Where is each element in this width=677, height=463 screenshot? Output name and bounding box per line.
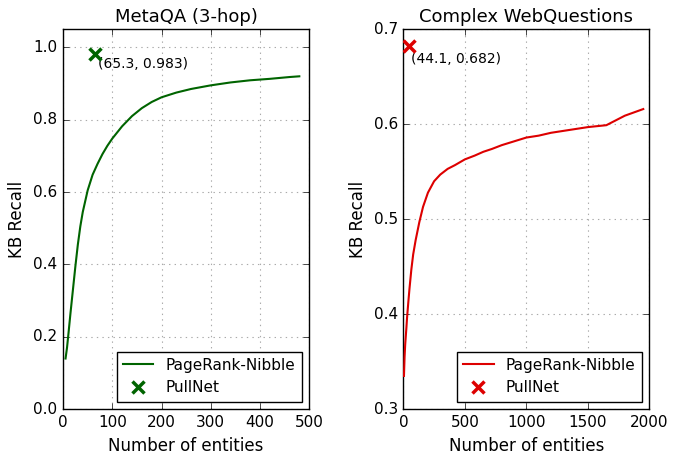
Line: PageRank-Nibble: PageRank-Nibble (404, 109, 643, 376)
Text: (44.1, 0.682): (44.1, 0.682) (411, 52, 501, 67)
PageRank-Nibble (74, 242, 82, 247)
Title: MetaQA (3-hop): MetaQA (3-hop) (114, 8, 257, 26)
PageRank-Nibble (108, 136, 116, 141)
PageRank-Nibble (401, 333, 410, 339)
X-axis label: Number of entities: Number of entities (449, 437, 604, 455)
PageRank-Nibble (401, 354, 409, 360)
Legend: PageRank-Nibble, PullNet: PageRank-Nibble, PullNet (116, 352, 301, 401)
PageRank-Nibble (206, 82, 215, 88)
Y-axis label: KB Recall: KB Recall (8, 181, 26, 258)
PageRank-Nibble (93, 161, 102, 167)
Text: (65.3, 0.983): (65.3, 0.983) (97, 57, 188, 71)
PageRank-Nibble (401, 342, 410, 347)
PageRank-Nibble (226, 80, 234, 85)
PageRank-Nibble (89, 172, 97, 177)
PageRank-Nibble (639, 106, 647, 112)
PageRank-Nibble (104, 143, 112, 149)
PageRank-Nibble (603, 122, 611, 128)
PageRank-Nibble (295, 74, 303, 79)
PageRank-Nibble (419, 204, 427, 210)
PageRank-Nibble (436, 172, 444, 177)
Y-axis label: KB Recall: KB Recall (349, 181, 366, 258)
Line: PageRank-Nibble: PageRank-Nibble (66, 76, 299, 358)
PageRank-Nibble (84, 188, 92, 193)
PageRank-Nibble (408, 267, 416, 272)
PageRank-Nibble (412, 238, 420, 243)
PageRank-Nibble (409, 251, 417, 257)
PageRank-Nibble (137, 106, 146, 111)
PageRank-Nibble (404, 300, 412, 306)
PageRank-Nibble (64, 331, 72, 336)
PageRank-Nibble (71, 263, 79, 269)
PageRank-Nibble (443, 166, 452, 172)
PageRank-Nibble (479, 149, 487, 155)
PageRank-Nibble (621, 113, 629, 119)
PageRank-Nibble (403, 315, 411, 321)
PageRank-Nibble (451, 163, 459, 168)
PageRank-Nibble (62, 356, 70, 361)
PageRank-Nibble (498, 142, 506, 148)
PageRank-Nibble (430, 178, 438, 184)
PageRank-Nibble (406, 286, 414, 291)
PageRank-Nibble (547, 130, 555, 136)
PageRank-Nibble (118, 124, 126, 129)
Title: Complex WebQuestions: Complex WebQuestions (419, 8, 634, 26)
Legend: PageRank-Nibble, PullNet: PageRank-Nibble, PullNet (457, 352, 642, 401)
PageRank-Nibble (461, 156, 469, 162)
PageRank-Nibble (400, 373, 408, 379)
PageRank-Nibble (148, 99, 156, 105)
PageRank-Nibble (510, 138, 518, 144)
PageRank-Nibble (187, 86, 195, 92)
PageRank-Nibble (158, 94, 166, 100)
PageRank-Nibble (471, 153, 479, 158)
PageRank-Nibble (246, 77, 254, 83)
PageRank-Nibble (402, 325, 410, 330)
PageRank-Nibble (266, 76, 274, 81)
PageRank-Nibble (415, 219, 423, 225)
PageRank-Nibble (286, 74, 294, 80)
PageRank-Nibble (128, 113, 136, 119)
PageRank-Nibble (535, 133, 543, 138)
PageRank-Nibble (424, 190, 432, 195)
PageRank-Nibble (66, 311, 74, 316)
PageRank-Nibble (98, 151, 106, 157)
X-axis label: Number of entities: Number of entities (108, 437, 264, 455)
PageRank-Nibble (488, 146, 496, 152)
PageRank-Nibble (77, 224, 85, 229)
PageRank-Nibble (69, 287, 77, 293)
PageRank-Nibble (523, 135, 531, 140)
PageRank-Nibble (63, 345, 71, 350)
PageRank-Nibble (584, 125, 592, 130)
PageRank-Nibble (565, 127, 573, 133)
PageRank-Nibble (79, 209, 87, 215)
PageRank-Nibble (172, 90, 180, 95)
